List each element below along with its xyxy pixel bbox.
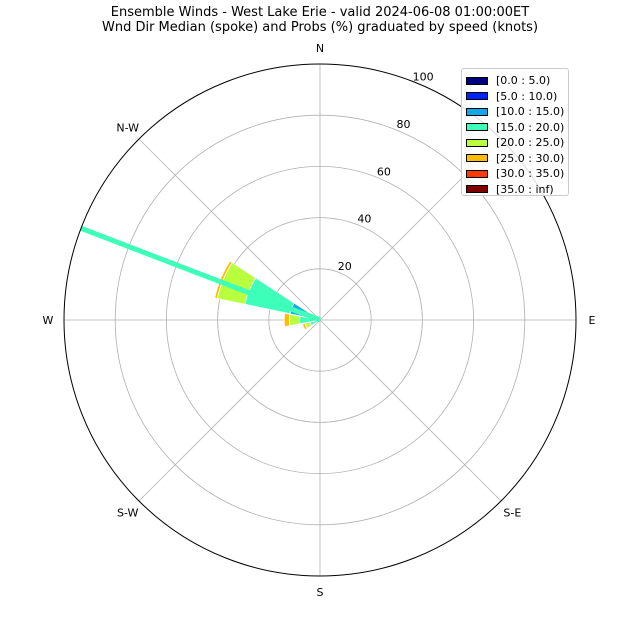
legend-label: [15.0 : 20.0) bbox=[496, 120, 565, 134]
bar-segment bbox=[301, 322, 308, 331]
legend-swatch bbox=[466, 185, 488, 194]
legend-entry: [30.0 : 35.0) bbox=[466, 166, 568, 182]
radial-tick-label: 40 bbox=[357, 213, 371, 226]
legend-label: [20.0 : 25.0) bbox=[496, 136, 565, 150]
radial-tick-label: 60 bbox=[377, 165, 391, 178]
legend-entry: [25.0 : 30.0) bbox=[466, 151, 568, 167]
legend-label: [35.0 : inf) bbox=[496, 182, 554, 196]
legend-entry: [5.0 : 10.0) bbox=[466, 89, 568, 105]
legend-swatch bbox=[466, 92, 488, 101]
grid-spoke bbox=[138, 138, 321, 321]
direction-label: S-E bbox=[503, 506, 521, 519]
direction-label: N bbox=[316, 42, 324, 55]
legend-entry: [10.0 : 15.0) bbox=[466, 104, 568, 120]
legend-entry: [20.0 : 25.0) bbox=[466, 135, 568, 151]
radial-tick-label: 100 bbox=[413, 71, 434, 84]
legend-label: [0.0 : 5.0) bbox=[496, 74, 551, 88]
radial-tick-label: 80 bbox=[397, 118, 411, 131]
bar-segment bbox=[283, 312, 291, 328]
legend-entry: [15.0 : 20.0) bbox=[466, 120, 568, 136]
direction-label: S-W bbox=[117, 506, 139, 519]
direction-label: N-W bbox=[116, 122, 139, 135]
legend-entry: [35.0 : inf) bbox=[466, 182, 568, 198]
legend-swatch bbox=[466, 154, 488, 163]
legend-label: [5.0 : 10.0) bbox=[496, 89, 558, 103]
chart-subtitle: Wnd Dir Median (spoke) and Probs (%) gra… bbox=[101, 20, 539, 35]
bar-segment bbox=[214, 260, 233, 299]
legend: [0.0 : 5.0) [5.0 : 10.0) [10.0 : 15.0) [15.… bbox=[461, 68, 569, 196]
legend-entry: [0.0 : 5.0) bbox=[466, 73, 568, 89]
grid-spoke bbox=[138, 319, 321, 502]
direction-label: E bbox=[589, 314, 596, 327]
legend-label: [10.0 : 15.0) bbox=[496, 105, 565, 119]
grid-spoke bbox=[319, 319, 502, 502]
legend-label: [30.0 : 35.0) bbox=[496, 167, 565, 181]
median-spoke bbox=[80, 225, 321, 323]
radial-tick-label: 20 bbox=[338, 260, 352, 273]
legend-swatch bbox=[466, 107, 488, 116]
chart-title: Ensemble Winds - West Lake Erie - valid … bbox=[110, 5, 530, 20]
direction-label: S bbox=[317, 586, 324, 599]
legend-swatch bbox=[466, 138, 488, 147]
legend-swatch bbox=[466, 169, 488, 178]
bar-segment bbox=[288, 313, 301, 327]
outer-circle bbox=[63, 63, 577, 577]
legend-swatch bbox=[466, 123, 488, 132]
legend-swatch bbox=[466, 76, 488, 85]
direction-label: W bbox=[43, 314, 54, 327]
legend-label: [25.0 : 30.0) bbox=[496, 151, 565, 165]
